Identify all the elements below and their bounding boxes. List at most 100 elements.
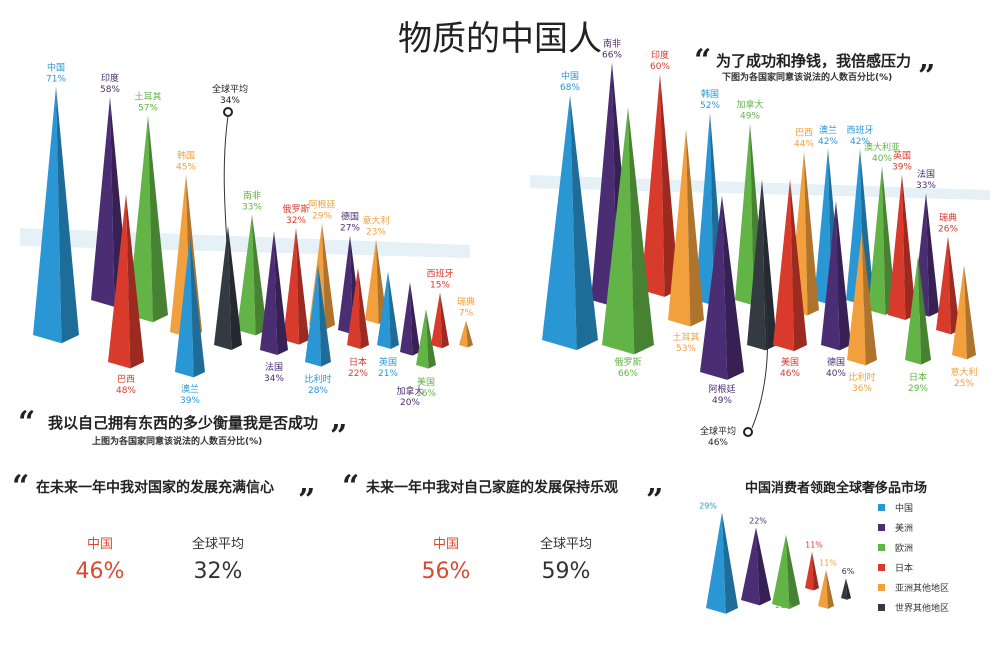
label-name-13: 德国 (827, 356, 845, 368)
luxury-pyramid-1-face-right (722, 512, 738, 614)
stat-national-confidence: “ 在未来一年中我对国家的发展充满信心 ” 中国 46% 全球平均 32% (12, 469, 315, 584)
label-value-6: 52% (700, 101, 720, 111)
label-value-14: 22% (348, 369, 368, 379)
luxury-pyramid-6-face-right (846, 578, 851, 600)
stat2-global-value: 59% (542, 559, 591, 584)
luxury-pyramid-6-face-left (841, 578, 848, 600)
pyramid-6 (175, 235, 205, 378)
pyramid-5-face-right (686, 129, 704, 327)
legend-label-1: 中国 (895, 502, 913, 514)
pyramid-6-face-left (175, 235, 194, 378)
luxury-value-6: 6% (842, 567, 855, 576)
pyramid-10-face-right (296, 228, 309, 345)
label-name-19: 瑞典 (457, 296, 475, 308)
pyramid-16-face-left (868, 166, 886, 316)
global-marker-icon (743, 427, 753, 437)
label-value-15: 36% (852, 384, 872, 394)
quote-open-icon: “ (694, 43, 711, 78)
pyramid-21-face-left (936, 236, 951, 335)
luxury-value-5: 11% (819, 559, 837, 568)
legend-swatch-5 (878, 584, 885, 591)
label-value-3: 66% (618, 369, 638, 379)
pyramid-15-face-left (365, 239, 379, 324)
pyramid-17 (905, 255, 931, 365)
pyramid-19-face-right (466, 320, 473, 348)
label-value-17: 21% (378, 369, 398, 379)
label-value-16: 20% (400, 398, 420, 408)
stat2-heading: 未来一年中我对自己家庭的发展保持乐观 (366, 479, 618, 496)
quote-open-icon: “ (18, 405, 35, 440)
legend-swatch-6 (878, 604, 885, 611)
pyramid-20-face-left (952, 265, 967, 360)
luxury-pyramid-3 (772, 534, 800, 610)
label-name-3: 俄罗斯 (614, 356, 641, 368)
pyramid-1-face-right (570, 95, 598, 351)
pyramid-19 (459, 320, 473, 348)
pyramid-7-face-left (214, 226, 232, 351)
label-value-8: 33% (242, 203, 262, 213)
page-title: 物质的中国人 (398, 19, 602, 59)
pyramid-20-face-right (964, 265, 976, 360)
label-value-21: 26% (938, 224, 958, 234)
label-name-6: 澳兰 (181, 383, 199, 395)
label-name-10: 俄罗斯 (282, 203, 309, 215)
label-value-13: 27% (340, 224, 360, 234)
pyramid-1-face-right (56, 86, 79, 344)
pyramid-14 (347, 268, 369, 349)
label-name-15: 比利时 (848, 371, 875, 383)
label-name-2: 南非 (603, 37, 621, 49)
pyramid-12 (305, 264, 331, 367)
luxury-pyramid-5-face-right (826, 569, 834, 609)
label-value-10: 44% (794, 140, 814, 150)
pyramid-9 (747, 179, 777, 351)
pyramid-3-face-right (148, 115, 168, 323)
label-name-9: 全球平均 (700, 425, 736, 437)
label-name-16: 澳大利亚 (864, 141, 900, 153)
label-name-7: 阿根廷 (708, 383, 735, 395)
horizon-band (530, 175, 990, 200)
stat1-global-value: 32% (194, 559, 243, 584)
pyramid-8-face-left (237, 214, 256, 336)
pyramid-15-face-left (847, 230, 866, 366)
luxury-pyramid-2-face-right (756, 527, 771, 606)
stat2-china-label: 中国 (433, 537, 459, 552)
label-name-2: 印度 (101, 72, 119, 84)
pyramid-16-face-right (410, 282, 420, 356)
pyramid-9-face-right (274, 231, 288, 356)
label-name-4: 巴西 (117, 374, 135, 385)
label-value-12: 42% (818, 137, 838, 147)
pyramid-4 (641, 74, 679, 297)
label-name-14: 西班牙 (846, 124, 873, 136)
pyramid-18 (888, 174, 916, 321)
label-value-2: 66% (602, 50, 622, 60)
quote-close-icon: ” (646, 483, 663, 518)
label-value-4: 60% (650, 62, 670, 72)
label-value-1: 71% (46, 75, 66, 85)
pyramid-1-face-left (33, 86, 62, 344)
pyramid-4 (108, 194, 144, 369)
label-name-15: 意大利 (362, 215, 389, 227)
luxury-pyramid-4 (805, 551, 819, 591)
label-value-13: 40% (826, 369, 846, 379)
pyramid-17-face-left (905, 255, 922, 365)
label-name-10: 巴西 (795, 128, 813, 139)
label-value-6: 39% (180, 396, 200, 406)
pyramid-17-face-right (918, 255, 931, 365)
label-name-16: 加拿大 (396, 385, 423, 397)
luxury-pyramid-4-face-left (805, 551, 814, 591)
luxury-pyramid-2 (741, 527, 771, 606)
pyramid-13-face-right (836, 201, 851, 351)
label-name-1: 中国 (561, 70, 579, 82)
pyramid-13-face-left (821, 201, 840, 351)
label-value-17: 29% (908, 384, 928, 394)
label-name-18: 西班牙 (426, 268, 453, 280)
pyramid-20 (416, 309, 436, 369)
legend-swatch-3 (878, 544, 885, 551)
label-value-7: 34% (220, 96, 240, 106)
label-value-19: 33% (916, 181, 936, 191)
stat2-china-value: 56% (422, 559, 471, 584)
label-name-19: 法国 (917, 168, 935, 180)
pyramid-11 (773, 179, 807, 352)
stat1-heading: 在未来一年中我对国家的发展充满信心 (36, 479, 274, 496)
